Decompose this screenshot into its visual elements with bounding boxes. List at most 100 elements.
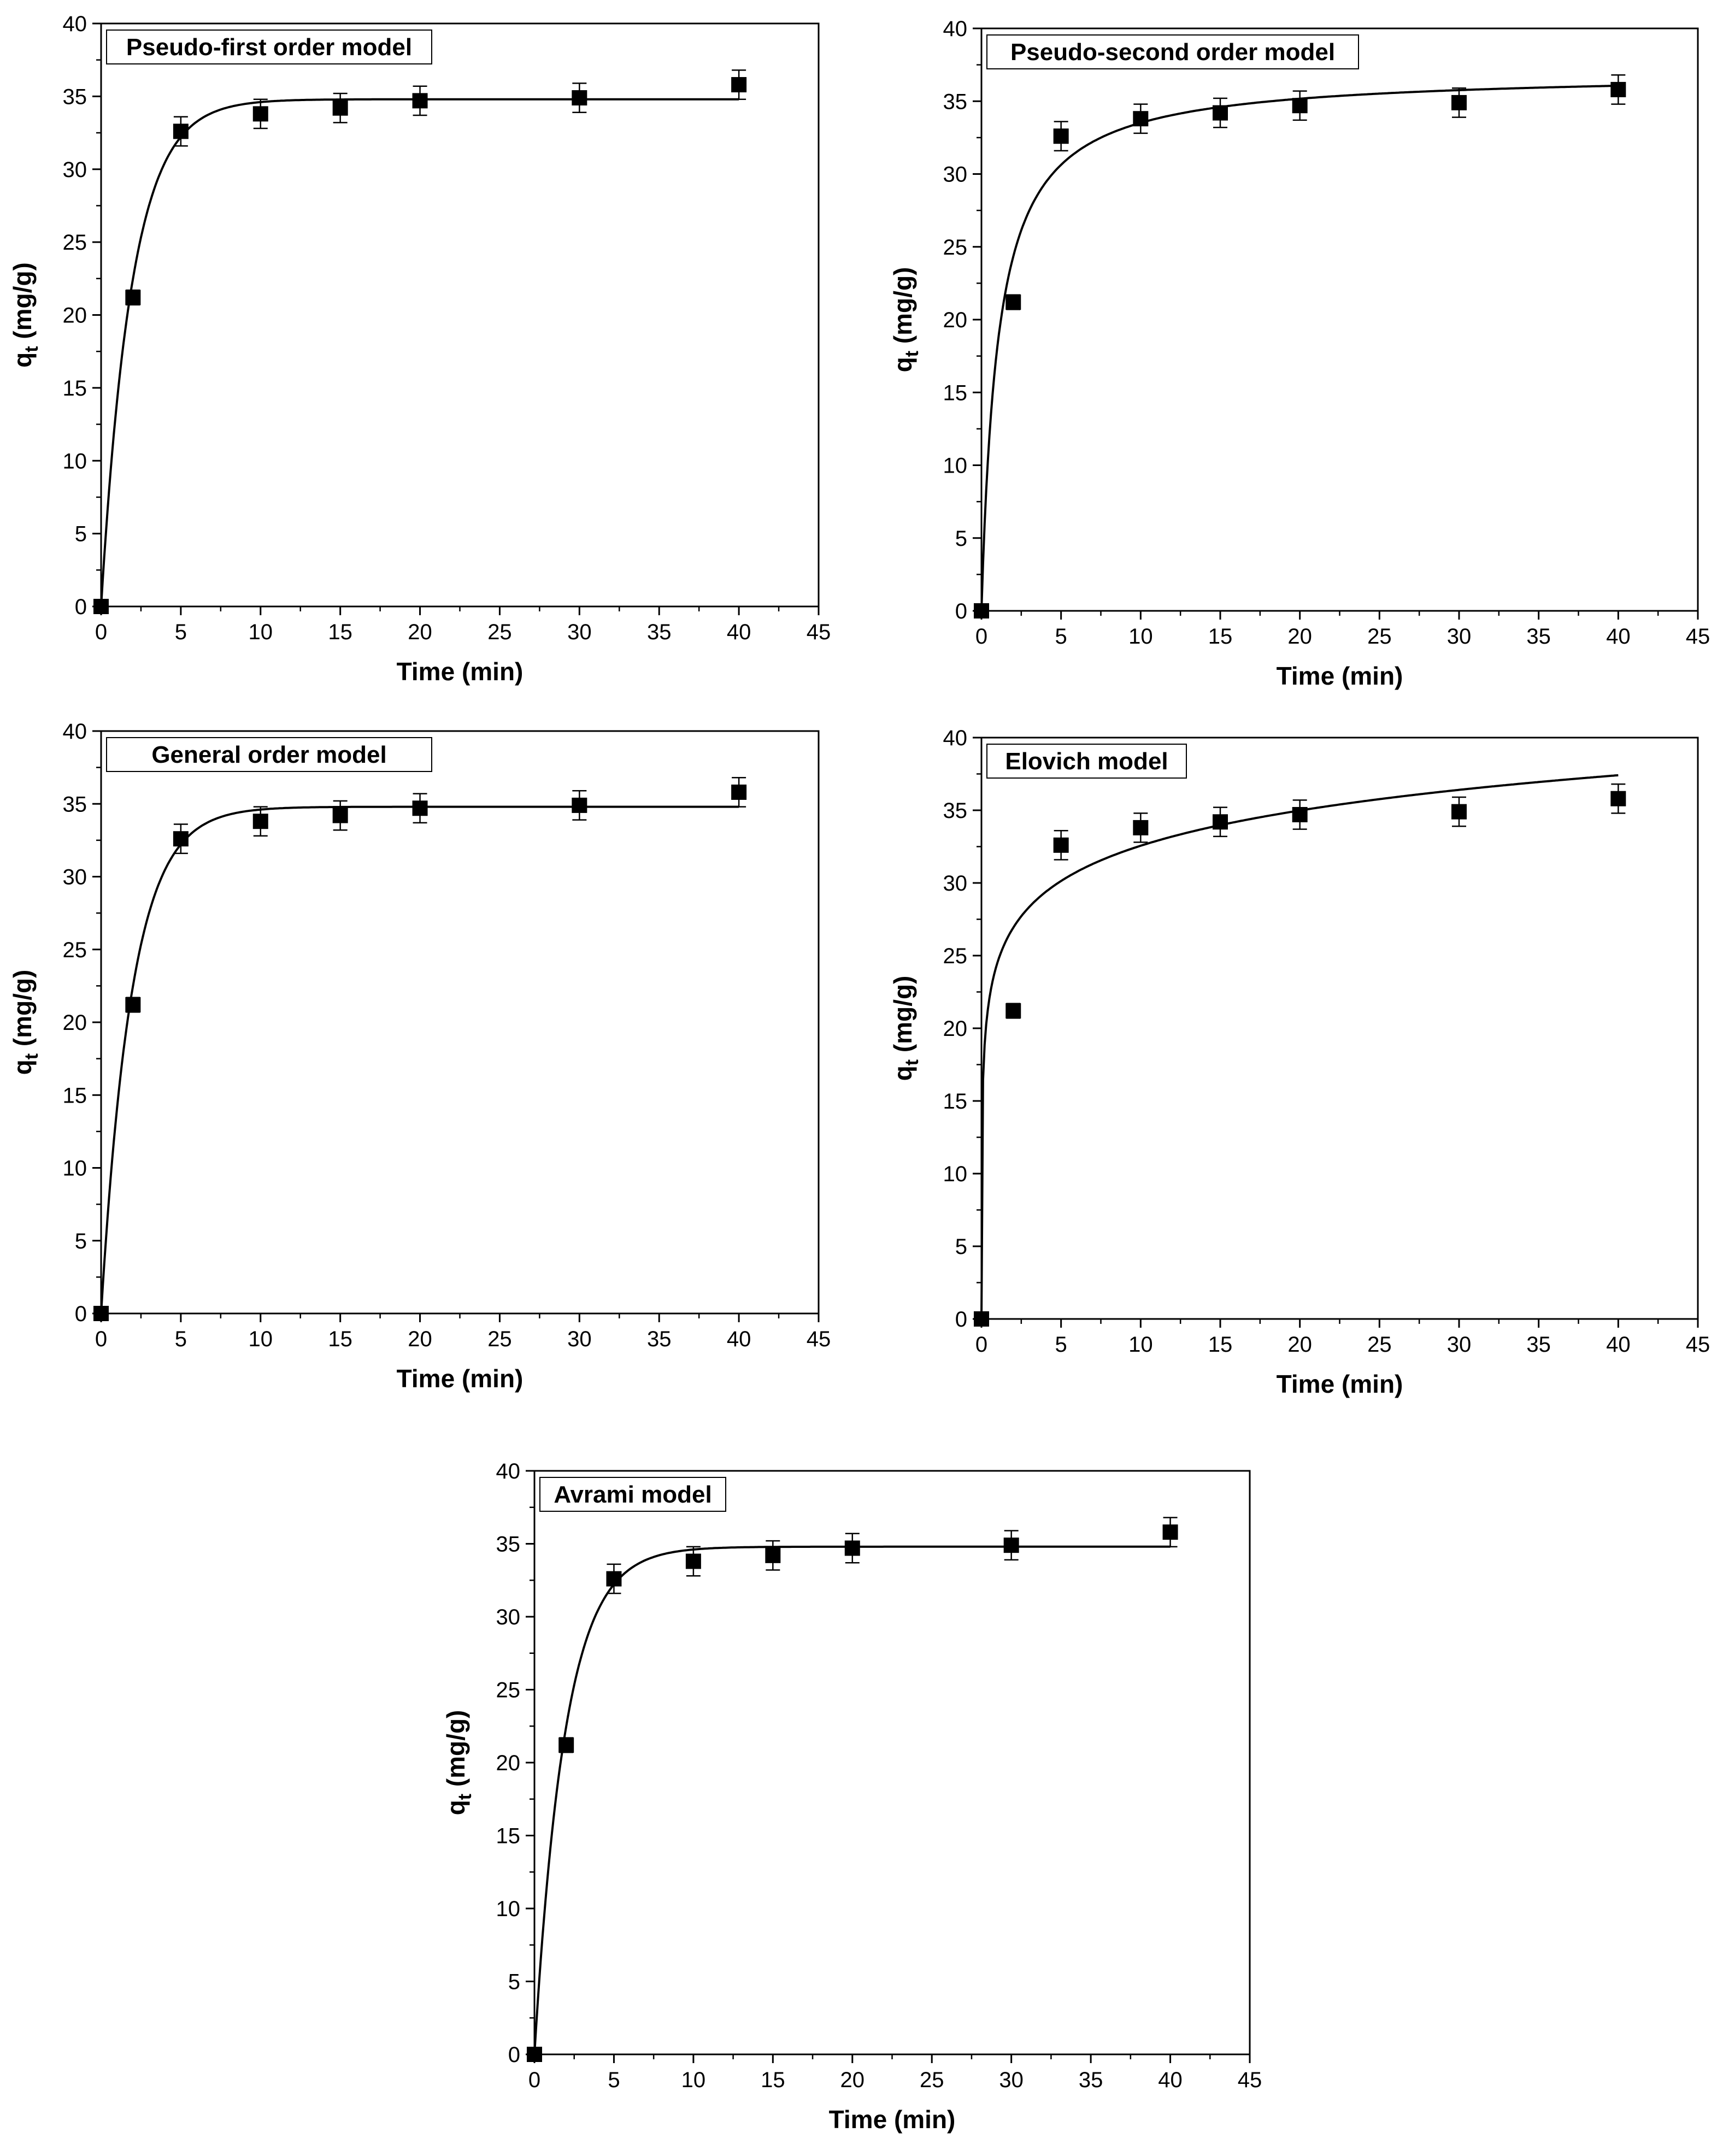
legend-label: Elovich model — [1005, 748, 1168, 775]
plot-frame — [980, 737, 1699, 1320]
y-tick-label: 30 — [943, 163, 968, 187]
data-point — [1005, 294, 1021, 310]
data-point — [1003, 1538, 1019, 1553]
x-tick-label: 10 — [1128, 625, 1153, 649]
data-point — [765, 1547, 781, 1563]
chart-panel-2: 0 5 10 15 20 25 30 35 40 45 0 5 10 15 20 25 30 35 40 Time (… — [889, 17, 1710, 690]
x-tick-label: 5 — [175, 1327, 187, 1351]
x-tick-label: 15 — [328, 1327, 352, 1351]
plot-frame — [980, 27, 1699, 612]
data-point — [173, 831, 189, 847]
x-tick-label: 0 — [975, 625, 987, 649]
y-tick-label: 15 — [496, 1824, 521, 1848]
x-tick-label: 15 — [1208, 625, 1233, 649]
data-point — [173, 123, 189, 139]
plot-frame — [533, 1470, 1251, 2055]
x-tick-label: 10 — [681, 2068, 706, 2092]
data-point — [606, 1571, 622, 1587]
y-axis-title: qt (mg/g) — [442, 1710, 475, 1816]
x-tick-label: 35 — [1079, 2068, 1103, 2092]
x-tick-label: 0 — [528, 2068, 540, 2092]
x-tick-label: 5 — [608, 2068, 620, 2092]
y-tick-label: 0 — [955, 599, 967, 623]
y-tick-label: 15 — [63, 376, 87, 400]
data-point — [1133, 820, 1149, 835]
data-point — [1162, 1524, 1178, 1540]
data-point — [332, 808, 348, 823]
x-tick-label: 5 — [1055, 1333, 1067, 1357]
x-tick-label: 45 — [807, 1327, 831, 1351]
x-tick-label: 0 — [95, 620, 107, 644]
y-tick-label: 0 — [75, 595, 87, 619]
x-tick-label: 30 — [999, 2068, 1024, 2092]
data-point — [572, 797, 587, 813]
x-tick-label: 45 — [1238, 2068, 1262, 2092]
data-point — [974, 1311, 989, 1327]
y-tick-label: 10 — [63, 1157, 87, 1181]
data-point — [252, 814, 268, 829]
x-axis-title: Time (min) — [397, 1364, 524, 1393]
legend-box — [539, 1477, 726, 1512]
data-point — [572, 90, 587, 106]
x-tick-label: 40 — [1606, 1333, 1631, 1357]
y-tick-label: 15 — [943, 1089, 968, 1114]
x-tick-label: 20 — [1287, 1333, 1312, 1357]
legend-label: Avrami model — [554, 1481, 711, 1508]
data-point — [1451, 804, 1467, 820]
y-tick-label: 30 — [63, 158, 87, 182]
y-tick-label: 20 — [63, 1011, 87, 1035]
x-tick-label: 30 — [567, 620, 592, 644]
data-point — [527, 2047, 542, 2062]
data-point — [731, 784, 747, 800]
x-tick-label: 40 — [727, 620, 751, 644]
data-point — [252, 106, 268, 122]
data-point — [1610, 791, 1626, 806]
x-tick-label: 5 — [1055, 625, 1067, 649]
y-tick-label: 40 — [943, 17, 968, 41]
x-tick-label: 25 — [1367, 625, 1392, 649]
plot-frame — [100, 22, 820, 608]
data-point — [1213, 105, 1228, 121]
y-tick-label: 25 — [943, 944, 968, 968]
x-tick-label: 15 — [761, 2068, 785, 2092]
legend-label: Pseudo-first order model — [126, 34, 412, 61]
y-tick-label: 40 — [943, 726, 968, 750]
x-tick-label: 20 — [1287, 625, 1312, 649]
y-tick-label: 10 — [943, 454, 968, 478]
data-point — [412, 93, 428, 109]
x-tick-label: 5 — [175, 620, 187, 644]
data-point — [1292, 806, 1308, 822]
data-point — [332, 100, 348, 116]
x-tick-label: 25 — [1367, 1333, 1392, 1357]
y-tick-label: 35 — [63, 792, 87, 816]
y-tick-label: 20 — [496, 1751, 521, 1775]
x-tick-label: 40 — [1606, 625, 1631, 649]
y-tick-label: 30 — [63, 865, 87, 890]
chart-panel-3: 0 5 10 15 20 25 30 35 40 45 0 5 10 15 20 25 30 35 40 Time (… — [8, 720, 831, 1393]
y-tick-label: 10 — [496, 1897, 521, 1921]
fit-curve — [100, 98, 739, 607]
y-tick-label: 5 — [75, 522, 87, 546]
y-tick-label: 35 — [63, 85, 87, 109]
y-tick-label: 0 — [508, 2043, 520, 2067]
x-tick-label: 45 — [1686, 1333, 1710, 1357]
legend-label: General order model — [151, 741, 386, 768]
x-tick-label: 0 — [975, 1333, 987, 1357]
y-tick-label: 35 — [496, 1533, 521, 1557]
chart-panel-5: 0 5 10 15 20 25 30 35 40 45 0 5 10 15 20 25 30 35 40 Time (… — [442, 1459, 1262, 2134]
chart-panel-1: 0 5 10 15 20 25 30 35 40 45 0 5 10 15 20 25 30 35 40 Time (… — [8, 12, 831, 686]
x-axis-title: Time (min) — [1277, 1370, 1403, 1398]
data-point — [1133, 111, 1149, 127]
data-point — [974, 603, 989, 618]
y-tick-label: 10 — [943, 1162, 968, 1186]
data-point — [1213, 814, 1228, 830]
x-tick-label: 35 — [647, 620, 672, 644]
legend-box — [986, 34, 1359, 69]
x-axis-title: Time (min) — [829, 2105, 956, 2134]
data-point — [1451, 95, 1467, 110]
data-point — [125, 290, 141, 305]
x-tick-label: 25 — [920, 2068, 944, 2092]
data-point — [1053, 837, 1069, 853]
x-axis-title: Time (min) — [397, 657, 524, 686]
